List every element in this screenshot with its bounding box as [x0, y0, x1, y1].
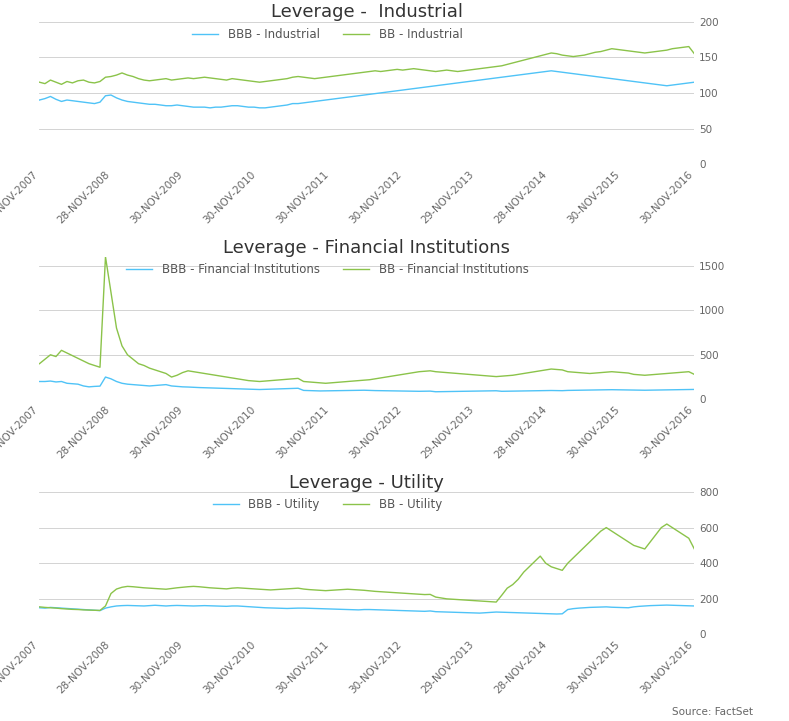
BB - Utility	[216, 584, 226, 593]
BB - Industrial	[690, 49, 699, 58]
BBB - Industrial	[563, 68, 573, 77]
BB - Industrial	[684, 43, 694, 51]
BB - Industrial	[178, 74, 187, 83]
Line: BBB - Utility: BBB - Utility	[39, 605, 694, 614]
BB - Utility	[403, 589, 413, 598]
BB - Industrial	[403, 65, 413, 74]
BB - Utility	[558, 566, 567, 575]
Title: Leverage -  Industrial: Leverage - Industrial	[271, 4, 463, 22]
Legend: BBB - Financial Institutions, BB - Financial Institutions: BBB - Financial Institutions, BB - Finan…	[126, 262, 529, 275]
BBB - Financial Institutions	[679, 385, 688, 394]
BBB - Industrial	[547, 66, 556, 75]
BBB - Financial Institutions	[563, 386, 573, 394]
BB - Financial Institutions	[679, 368, 688, 376]
BB - Financial Institutions	[35, 359, 44, 368]
BBB - Financial Institutions	[403, 386, 413, 395]
Line: BBB - Industrial: BBB - Industrial	[39, 71, 694, 108]
BBB - Industrial	[216, 103, 226, 112]
BB - Utility	[178, 583, 187, 592]
BB - Financial Institutions	[178, 368, 187, 377]
Line: BB - Industrial: BB - Industrial	[39, 47, 694, 84]
BB - Utility	[679, 531, 688, 539]
Line: BBB - Financial Institutions: BBB - Financial Institutions	[39, 377, 694, 392]
BB - Financial Institutions	[216, 372, 226, 381]
BBB - Industrial	[679, 79, 688, 88]
BB - Industrial	[57, 80, 66, 89]
BBB - Utility	[211, 601, 220, 610]
BBB - Utility	[486, 608, 495, 616]
BBB - Industrial	[492, 74, 501, 82]
BBB - Industrial	[690, 78, 699, 87]
BB - Financial Institutions	[101, 252, 110, 261]
BB - Industrial	[216, 75, 226, 84]
BB - Utility	[662, 520, 671, 528]
BBB - Utility	[552, 610, 562, 619]
BBB - Industrial	[35, 96, 44, 105]
BBB - Financial Institutions	[216, 384, 226, 393]
BB - Industrial	[35, 78, 44, 87]
BBB - Financial Institutions	[178, 383, 187, 392]
BBB - Financial Institutions	[101, 373, 110, 381]
BBB - Financial Institutions	[497, 387, 507, 396]
BB - Utility	[690, 544, 699, 553]
Line: BB - Financial Institutions: BB - Financial Institutions	[39, 257, 694, 384]
BBB - Financial Institutions	[690, 385, 699, 394]
Title: Leverage - Utility: Leverage - Utility	[290, 474, 444, 492]
BB - Financial Institutions	[563, 368, 573, 376]
BBB - Utility	[558, 609, 567, 618]
BBB - Utility	[690, 601, 699, 610]
BBB - Utility	[35, 603, 44, 612]
BBB - Utility	[398, 606, 407, 615]
Line: BB - Utility: BB - Utility	[39, 524, 694, 611]
BB - Utility	[95, 606, 105, 615]
BB - Utility	[492, 598, 501, 606]
BB - Utility	[35, 603, 44, 611]
BBB - Utility	[662, 601, 671, 609]
BB - Financial Institutions	[409, 368, 418, 377]
Legend: BBB - Utility, BB - Utility: BBB - Utility, BB - Utility	[213, 498, 442, 511]
BBB - Utility	[679, 601, 688, 610]
BB - Financial Institutions	[690, 370, 699, 379]
BBB - Industrial	[172, 101, 181, 110]
Text: Source: FactSet: Source: FactSet	[672, 707, 753, 717]
BB - Financial Institutions	[321, 379, 331, 388]
Legend: BBB - Industrial, BB - Industrial: BBB - Industrial, BB - Industrial	[193, 27, 463, 40]
BB - Industrial	[558, 50, 567, 59]
BB - Industrial	[673, 44, 682, 53]
BB - Industrial	[492, 62, 501, 71]
BBB - Financial Institutions	[431, 387, 440, 396]
BBB - Industrial	[205, 104, 215, 112]
BBB - Industrial	[403, 85, 413, 94]
BBB - Financial Institutions	[35, 377, 44, 386]
BB - Financial Institutions	[497, 372, 507, 381]
BBB - Utility	[172, 601, 181, 610]
Title: Leverage - Financial Institutions: Leverage - Financial Institutions	[223, 239, 510, 257]
